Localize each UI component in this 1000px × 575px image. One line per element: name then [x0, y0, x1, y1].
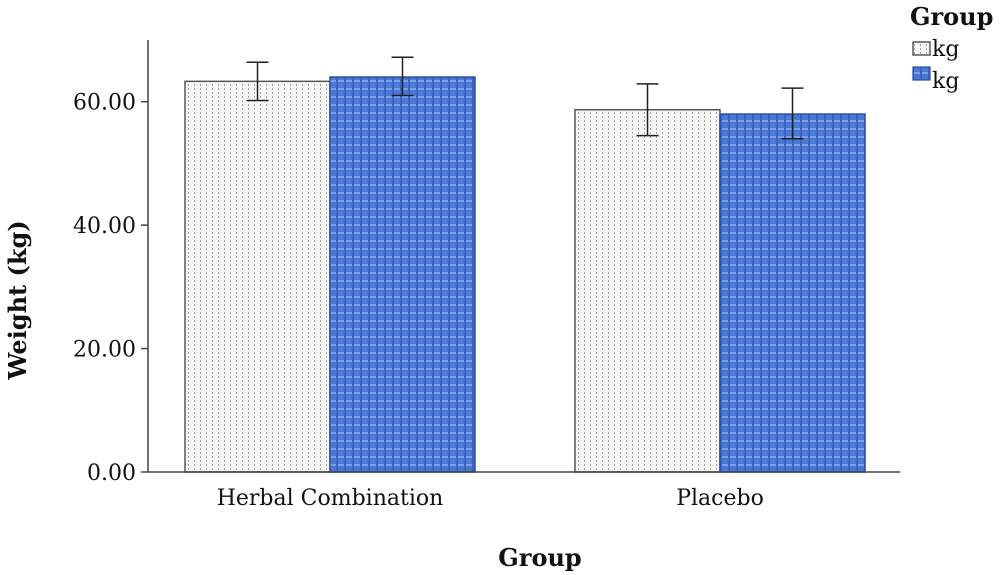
y-axis-title: Weight (kg) — [3, 220, 32, 380]
bar-1-placebo — [574, 108, 721, 473]
y-tick-label: 60.00 — [73, 91, 136, 116]
error-bar — [391, 56, 414, 97]
y-tick-label: 0.00 — [87, 461, 136, 486]
legend-label-series-2: kg — [932, 69, 959, 94]
y-tick-label: 20.00 — [73, 338, 136, 363]
x-tick-label: Herbal Combination — [217, 486, 444, 511]
x-tick-labels: Herbal Combination Placebo — [217, 486, 764, 511]
error-bar — [781, 87, 804, 140]
error-bar — [636, 83, 659, 137]
legend: Group kg kg — [910, 2, 993, 94]
bar-1-herbal-combination — [184, 80, 331, 473]
x-axis-title: Group — [498, 543, 581, 572]
y-ticks: 0.00 20.00 40.00 60.00 — [73, 91, 148, 486]
bars-layer — [184, 76, 866, 473]
y-tick-label: 40.00 — [73, 214, 136, 239]
legend-label-series-1: kg — [932, 37, 959, 62]
bar-2-herbal-combination — [329, 76, 476, 473]
error-bars-layer — [246, 56, 804, 140]
x-tick-label: Placebo — [676, 486, 764, 511]
error-bar — [246, 61, 269, 102]
legend-title: Group — [910, 2, 993, 31]
legend-swatch-series-1 — [912, 41, 931, 56]
bar-2-placebo — [719, 113, 866, 473]
legend-swatch-series-2 — [912, 66, 931, 81]
